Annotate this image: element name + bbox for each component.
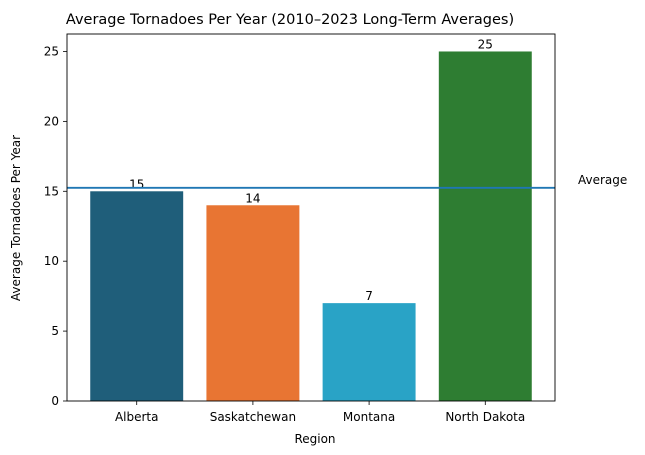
y-tick-label: 10 (44, 254, 59, 268)
bar (438, 51, 532, 401)
y-axis-label: Average Tornadoes Per Year (9, 135, 23, 301)
y-tick-label: 25 (44, 44, 59, 58)
y-tick-label: 5 (51, 324, 59, 338)
bar (90, 191, 184, 401)
x-tick-label: Alberta (115, 410, 159, 424)
y-tick-label: 20 (44, 114, 59, 128)
bar (206, 205, 300, 401)
data-labels-group: 15 14 7 25 (129, 37, 493, 303)
data-label: 7 (365, 289, 373, 303)
chart-title: Average Tornadoes Per Year (2010–2023 Lo… (66, 12, 514, 28)
plot-frame (66, 33, 556, 402)
average-line-label: Average (578, 173, 627, 187)
x-axis: Alberta Saskatchewan Montana North Dakota (115, 401, 525, 424)
x-tick-label: Saskatchewan (210, 410, 296, 424)
data-label: 25 (478, 37, 493, 51)
x-tick-label: North Dakota (445, 410, 525, 424)
bars-group (90, 51, 532, 401)
bar (322, 303, 416, 401)
x-tick-label: Montana (343, 410, 395, 424)
y-tick-label: 15 (44, 184, 59, 198)
y-axis: 0 5 10 15 20 25 (44, 44, 67, 408)
y-tick-label: 0 (51, 394, 59, 408)
data-label: 14 (245, 191, 260, 205)
data-label: 15 (129, 177, 144, 191)
x-axis-label: Region (294, 432, 335, 446)
